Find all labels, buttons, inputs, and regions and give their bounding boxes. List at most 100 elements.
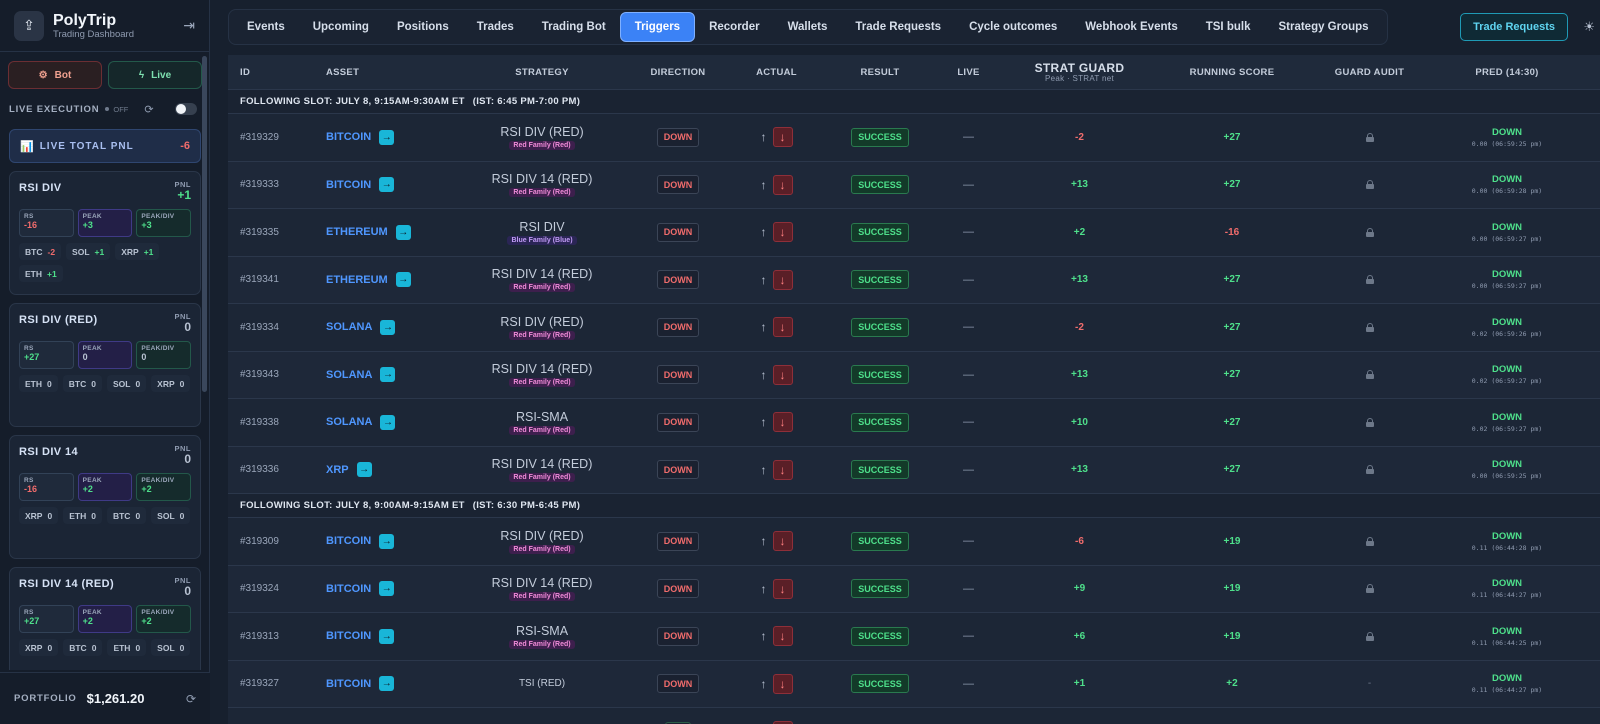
arrow-right-icon[interactable]: → <box>379 581 395 597</box>
tab-events[interactable]: Events <box>247 21 285 33</box>
table-row[interactable]: #319313 BITCOIN → RSI-SMA Red Family (Red) DO… <box>228 613 1600 661</box>
chip-value: 0 <box>179 510 185 521</box>
arrow-up-icon[interactable]: ↑ <box>760 462 767 477</box>
strategy-card[interactable]: RSI DIV PNL +1 RS -16 PEAK +3 PEAK/DIV +3 BTC -2 SO… <box>9 171 201 295</box>
sidebar-scrollbar[interactable] <box>202 56 207 392</box>
refresh-icon[interactable]: ⟳ <box>185 691 196 706</box>
arrow-right-icon[interactable]: → <box>379 533 395 549</box>
logout-icon[interactable]: ⇥ <box>183 17 195 33</box>
arrow-down-icon[interactable]: ↓ <box>772 721 793 724</box>
table-row[interactable]: ETHEREUM→RSI DIVUP↑↓UP <box>228 708 1600 724</box>
arrow-right-icon[interactable]: → <box>356 462 372 478</box>
tab-cycle-outcomes[interactable]: Cycle outcomes <box>969 21 1058 33</box>
arrow-down-icon[interactable]: ↓ <box>772 174 793 195</box>
tab-wallets[interactable]: Wallets <box>787 21 828 33</box>
arrow-up-icon[interactable]: ↑ <box>760 225 767 240</box>
sun-icon[interactable]: ☀ <box>1583 19 1595 34</box>
asset-cell: BITCOIN → <box>314 129 456 145</box>
tab-strategy-groups[interactable]: Strategy Groups <box>1278 21 1369 33</box>
live-execution-toggle[interactable] <box>175 103 197 115</box>
tab-trade-requests[interactable]: Trade Requests <box>855 21 942 33</box>
asset-link[interactable]: ETHEREUM <box>326 226 388 239</box>
result-cell: SUCCESS <box>825 365 935 385</box>
arrow-down-icon[interactable]: ↓ <box>772 317 793 338</box>
asset-link[interactable]: BITCOIN <box>326 131 372 144</box>
asset-link[interactable]: BITCOIN <box>326 677 372 690</box>
arrow-down-icon[interactable]: ↓ <box>772 364 793 385</box>
table-row[interactable]: #319329 BITCOIN → RSI DIV (RED) Red Family (… <box>228 114 1600 162</box>
arrow-up-icon[interactable]: ↑ <box>760 367 767 382</box>
asset-link[interactable]: ETHEREUM <box>326 273 388 286</box>
arrow-down-icon[interactable]: ↓ <box>772 222 793 243</box>
arrow-right-icon[interactable]: → <box>380 319 396 335</box>
arrow-right-icon[interactable]: → <box>379 676 395 692</box>
table-row[interactable]: #319333 BITCOIN → RSI DIV 14 (RED) Red Famil… <box>228 161 1600 209</box>
asset-link[interactable]: BITCOIN <box>326 630 372 643</box>
arrow-up-icon[interactable]: ↑ <box>760 581 767 596</box>
metric-value: +2 <box>141 484 152 494</box>
strategy-card[interactable]: RSI DIV 14 (RED) PNL 0 RS +27 PEAK +2 PEAK/DIV +… <box>9 567 201 670</box>
table-row[interactable]: #319343 SOLANA → RSI DIV 14 (RED) Red Family… <box>228 351 1600 399</box>
arrow-right-icon[interactable]: → <box>380 414 396 430</box>
asset-link[interactable]: BITCOIN <box>326 582 372 595</box>
asset-link[interactable]: BITCOIN <box>326 535 372 548</box>
arrow-up-icon[interactable]: ↑ <box>760 415 767 430</box>
table-row[interactable]: #319324 BITCOIN → RSI DIV 14 (RED) Red Famil… <box>228 565 1600 613</box>
table-row[interactable]: #319309 BITCOIN → RSI DIV (RED) Red Family (… <box>228 518 1600 566</box>
table-row[interactable]: #319327 BITCOIN → TSI (RED) DOWN ↑ ↓ SUCCESS — +1… <box>228 660 1600 708</box>
arrow-up-icon[interactable]: ↑ <box>760 272 767 287</box>
arrow-up-icon[interactable]: ↑ <box>760 629 767 644</box>
arrow-up-icon[interactable]: ↑ <box>760 534 767 549</box>
table-row[interactable]: #319335 ETHEREUM → RSI DIV Blue Family (Blue… <box>228 209 1600 257</box>
asset-link[interactable]: SOLANA <box>326 321 373 334</box>
arrow-down-icon[interactable]: ↓ <box>772 578 793 599</box>
arrow-up-icon[interactable]: ↑ <box>760 130 767 145</box>
actual-cell: ↑↓ <box>728 269 825 290</box>
family-badge: Red Family (Red) <box>509 378 575 388</box>
tab-tsi-bulk[interactable]: TSI bulk <box>1205 21 1251 33</box>
table-row[interactable]: #319341 ETHEREUM → RSI DIV 14 (RED) Red Fami… <box>228 256 1600 304</box>
strategy-card[interactable]: RSI DIV (RED) PNL 0 RS +27 PEAK 0 PEAK/DIV 0 ETH 0… <box>9 303 201 427</box>
asset-link[interactable]: SOLANA <box>326 416 373 429</box>
arrow-right-icon[interactable]: → <box>380 367 396 383</box>
running-score-value: -16 <box>1224 226 1240 238</box>
tab-trades[interactable]: Trades <box>476 21 514 33</box>
arrow-down-icon[interactable]: ↓ <box>772 127 793 148</box>
arrow-down-icon[interactable]: ↓ <box>772 531 793 552</box>
table-row[interactable]: #319338 SOLANA → RSI-SMA Red Family (Red) DOW… <box>228 399 1600 447</box>
table-row[interactable]: #319334 SOLANA → RSI DIV (RED) Red Family (R… <box>228 304 1600 352</box>
arrow-up-icon[interactable]: ↑ <box>760 676 767 691</box>
asset-link[interactable]: BITCOIN <box>326 178 372 191</box>
arrow-right-icon[interactable]: → <box>379 628 395 644</box>
arrow-up-icon[interactable]: ↑ <box>760 320 767 335</box>
arrow-right-icon[interactable]: → <box>395 272 411 288</box>
live-mode-button[interactable]: ϟ Live <box>108 61 202 89</box>
tab-upcoming[interactable]: Upcoming <box>312 21 369 33</box>
bot-mode-button[interactable]: ⚙ Bot <box>8 61 102 89</box>
arrow-right-icon[interactable]: → <box>379 177 395 193</box>
arrow-down-icon[interactable]: ↓ <box>772 269 793 290</box>
trade-requests-button[interactable]: Trade Requests <box>1460 13 1568 41</box>
direction-badge: DOWN <box>656 460 700 480</box>
arrow-down-icon[interactable]: ↓ <box>772 459 793 480</box>
tab-triggers[interactable]: Triggers <box>619 12 696 42</box>
result-cell: SUCCESS <box>825 531 935 551</box>
asset-link[interactable]: XRP <box>326 463 349 476</box>
tab-recorder[interactable]: Recorder <box>709 21 760 33</box>
arrow-right-icon[interactable]: → <box>395 224 411 240</box>
table-row[interactable]: #319336 XRP → RSI DIV 14 (RED) Red Family (R… <box>228 446 1600 494</box>
tab-webhook-events[interactable]: Webhook Events <box>1085 21 1178 33</box>
strategy-card[interactable]: RSI DIV 14 PNL 0 RS -16 PEAK +2 PEAK/DIV +2 XRP 0 E… <box>9 435 201 559</box>
chip-value: 0 <box>179 642 185 653</box>
asset-link[interactable]: SOLANA <box>326 368 373 381</box>
tab-trading-bot[interactable]: Trading Bot <box>541 21 606 33</box>
arrow-down-icon[interactable]: ↓ <box>772 673 793 694</box>
refresh-icon[interactable]: ⟳ <box>144 103 154 116</box>
arrow-down-icon[interactable]: ↓ <box>772 626 793 647</box>
row-id: #319343 <box>240 369 279 381</box>
tab-positions[interactable]: Positions <box>396 21 449 33</box>
arrow-down-icon[interactable]: ↓ <box>772 412 793 433</box>
arrow-up-icon[interactable]: ↑ <box>760 177 767 192</box>
arrow-right-icon[interactable]: → <box>379 129 395 145</box>
metric-label: RS <box>24 477 34 484</box>
